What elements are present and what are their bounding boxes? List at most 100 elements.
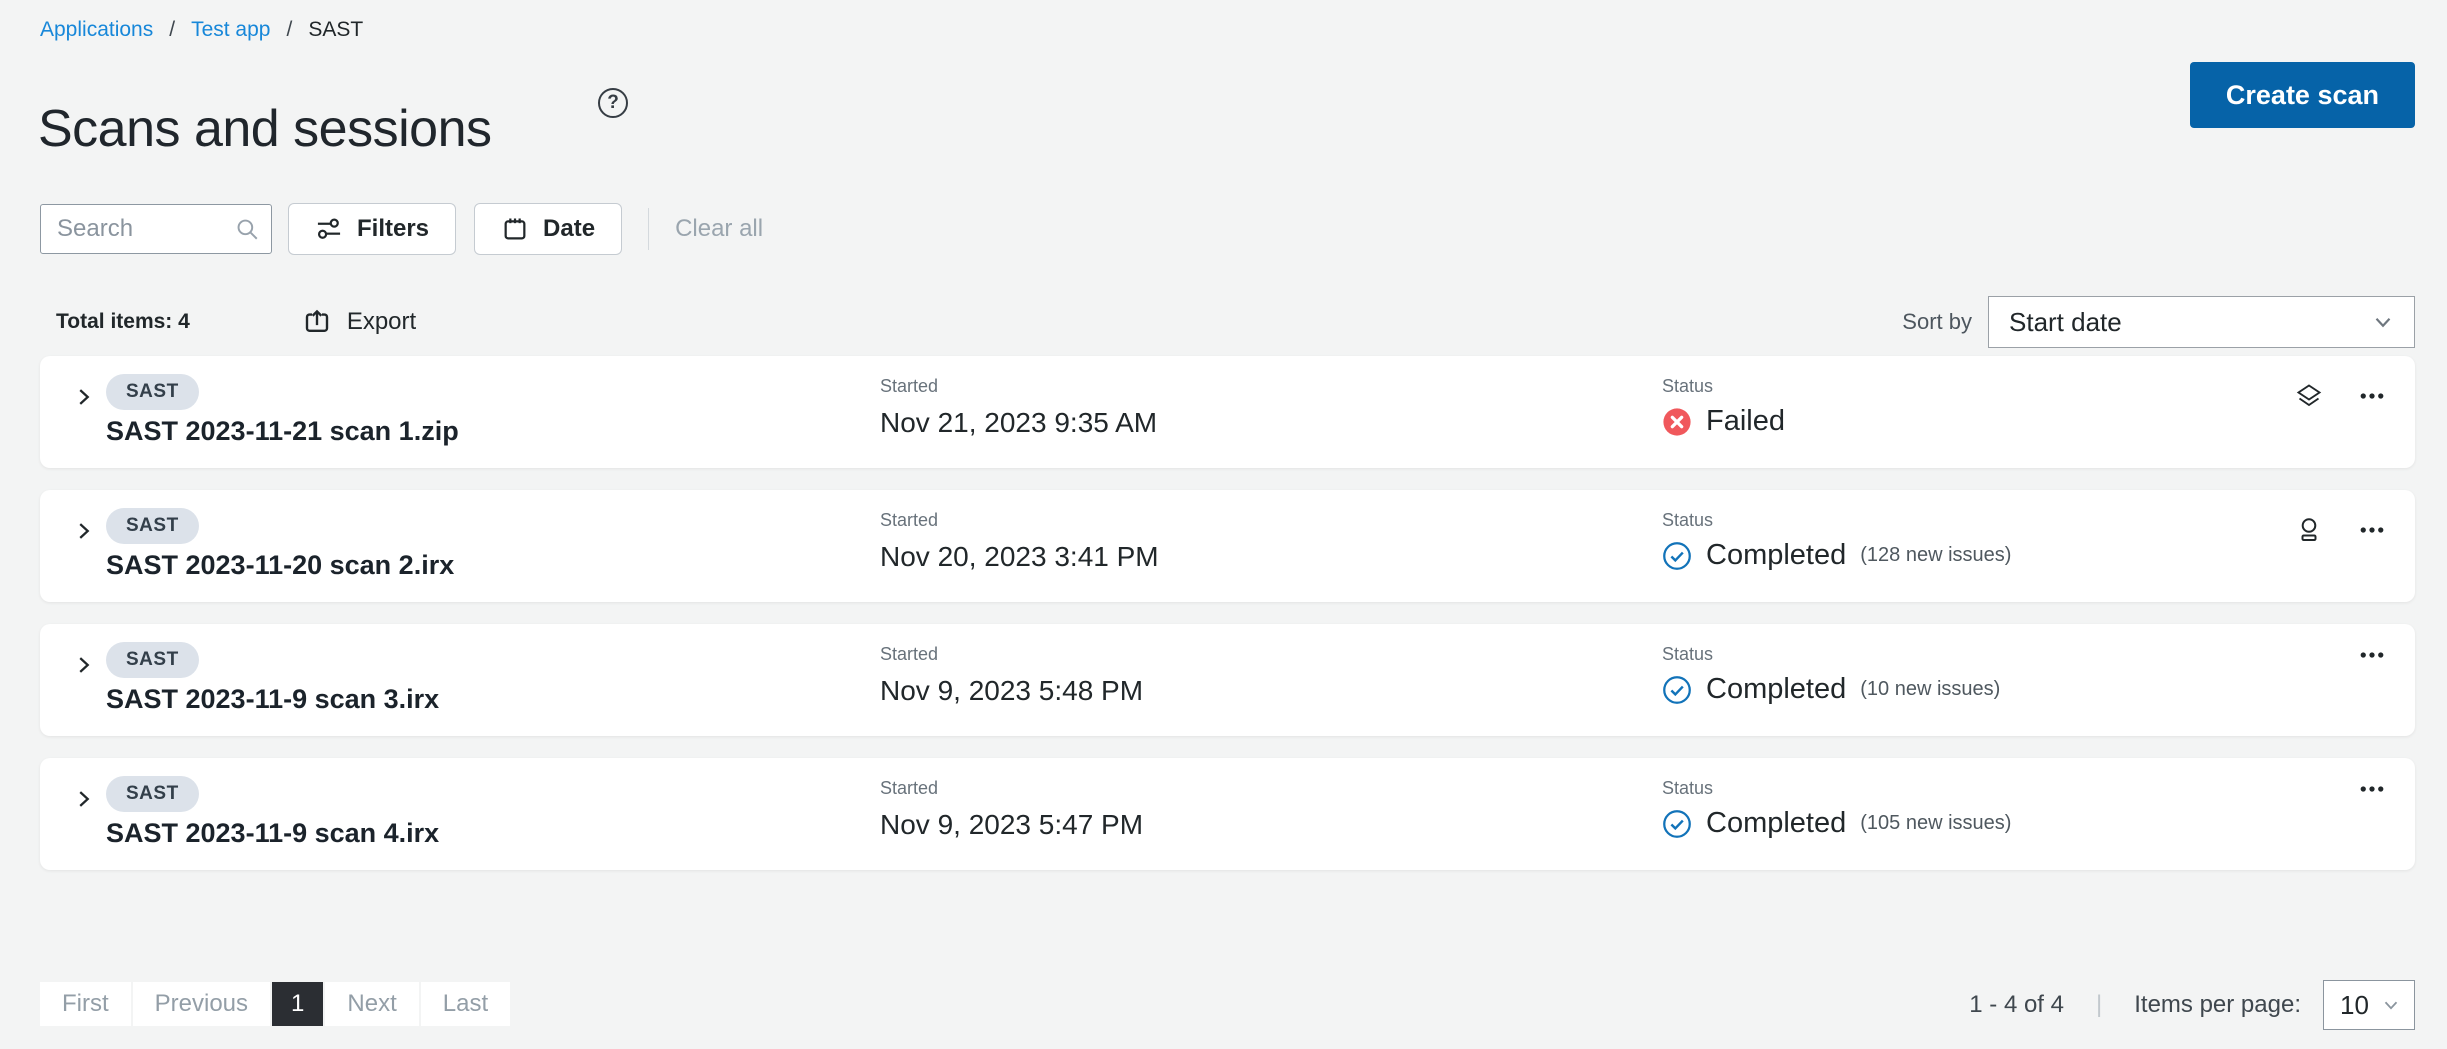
overflow-menu-icon — [2360, 393, 2384, 399]
create-scan-button[interactable]: Create scan — [2189, 62, 2415, 128]
row-actions — [2293, 514, 2387, 546]
started-value: Nov 20, 2023 3:41 PM — [880, 541, 1159, 572]
overflow-menu-button[interactable] — [2357, 523, 2387, 537]
started-value: Nov 21, 2023 9:35 AM — [880, 407, 1158, 438]
filters-button-label: Filters — [357, 215, 430, 242]
date-button-label: Date — [543, 215, 596, 242]
breadcrumb-link-applications[interactable]: Applications — [40, 18, 154, 41]
scan-type-badge: SAST — [106, 642, 199, 678]
chevron-right-icon — [79, 523, 90, 539]
overflow-menu-button[interactable] — [2357, 782, 2387, 796]
chevron-down-icon — [2380, 994, 2402, 1016]
chevron-right-icon — [79, 389, 90, 405]
row-actions — [2357, 782, 2387, 796]
page-title: Scans and sessions — [38, 99, 492, 158]
started-label: Started — [880, 778, 939, 798]
export-button[interactable]: Export — [302, 307, 416, 337]
pagination: First Previous 1 Next Last — [40, 982, 511, 1026]
scan-row: SAST SAST 2023-11-9 scan 3.irx Started N… — [40, 624, 2415, 736]
toolbar-divider — [648, 208, 650, 250]
scan-name[interactable]: SAST 2023-11-9 scan 4.irx — [106, 818, 440, 848]
status-label: Status — [1662, 510, 1714, 530]
export-icon — [302, 307, 332, 337]
chevron-right-icon — [79, 791, 90, 807]
expand-row-button[interactable] — [70, 784, 100, 814]
started-value: Nov 9, 2023 5:48 PM — [880, 675, 1144, 706]
status-column: Status Completed (128 new issues) — [1662, 510, 2011, 572]
scan-name[interactable]: SAST 2023-11-20 scan 2.irx — [106, 550, 455, 580]
completed-icon — [1662, 809, 1692, 839]
completed-icon — [1662, 541, 1692, 571]
new-issues-count: (105 new issues) — [1860, 812, 2012, 834]
status-value: Completed — [1706, 539, 1847, 571]
row-actions — [2293, 380, 2387, 412]
row-actions — [2357, 648, 2387, 662]
expand-row-button[interactable] — [70, 650, 100, 680]
clear-all-button[interactable]: Clear all — [675, 215, 764, 242]
expand-row-button[interactable] — [70, 382, 100, 412]
scan-list: SAST SAST 2023-11-21 scan 1.zip Started … — [40, 356, 2415, 892]
chevron-down-icon — [2370, 309, 2396, 335]
user-icon — [2293, 514, 2325, 546]
scan-type-badge: SAST — [106, 508, 199, 544]
item-range-label: 1 - 4 of 4 — [1969, 991, 2064, 1018]
started-label: Started — [880, 510, 939, 530]
scan-row: SAST SAST 2023-11-20 scan 2.irx Started … — [40, 490, 2415, 602]
total-items-label: Total items: 4 — [56, 310, 190, 333]
filters-icon — [315, 215, 343, 243]
list-header: Total items: 4 Export Sort by Start date — [40, 296, 2415, 348]
scan-name[interactable]: SAST 2023-11-9 scan 3.irx — [106, 684, 440, 714]
next-page-button[interactable]: Next — [325, 982, 419, 1026]
items-per-page-select[interactable]: 10 — [2323, 980, 2415, 1030]
breadcrumb-link-test-app[interactable]: Test app — [191, 18, 271, 41]
search-field-wrap — [40, 204, 272, 254]
expand-row-button[interactable] — [70, 516, 100, 546]
started-column: Started Nov 9, 2023 5:47 PM — [880, 778, 1143, 841]
status-column: Status Completed (105 new issues) — [1662, 778, 2011, 840]
failed-icon — [1662, 407, 1692, 437]
overflow-menu-button[interactable] — [2357, 648, 2387, 662]
overflow-menu-icon — [2360, 786, 2384, 792]
breadcrumb-separator: / — [169, 18, 176, 41]
started-value: Nov 9, 2023 5:47 PM — [880, 809, 1144, 840]
scan-row: SAST SAST 2023-11-9 scan 4.irx Started N… — [40, 758, 2415, 870]
breadcrumb: Applications / Test app / SAST — [40, 18, 363, 42]
last-page-button[interactable]: Last — [420, 982, 511, 1026]
filters-button[interactable]: Filters — [288, 203, 457, 255]
help-icon[interactable]: ? — [598, 88, 628, 118]
status-value: Failed — [1706, 405, 1785, 437]
started-label: Started — [880, 376, 939, 396]
status-label: Status — [1662, 778, 1714, 798]
scan-row: SAST SAST 2023-11-21 scan 1.zip Started … — [40, 356, 2415, 468]
status-label: Status — [1662, 644, 1714, 664]
previous-page-button[interactable]: Previous — [132, 982, 271, 1026]
scan-name[interactable]: SAST 2023-11-21 scan 1.zip — [106, 416, 459, 446]
started-column: Started Nov 20, 2023 3:41 PM — [880, 510, 1159, 573]
started-column: Started Nov 9, 2023 5:48 PM — [880, 644, 1143, 707]
status-column: Status Completed (10 new issues) — [1662, 644, 2000, 706]
overflow-menu-icon — [2360, 652, 2384, 658]
sort-select[interactable]: Start date — [1988, 296, 2415, 348]
status-value: Completed — [1706, 807, 1847, 839]
first-page-button[interactable]: First — [40, 982, 131, 1026]
sort-select-value: Start date — [2009, 306, 2122, 337]
scan-type-badge: SAST — [106, 374, 199, 410]
meta-divider: | — [2096, 991, 2103, 1018]
search-input[interactable] — [40, 204, 272, 254]
export-button-label: Export — [346, 308, 417, 335]
breadcrumb-current-sast: SAST — [308, 18, 364, 41]
chevron-right-icon — [79, 657, 90, 673]
items-per-page-label: Items per page: — [2134, 991, 2301, 1018]
date-button[interactable]: Date — [474, 203, 623, 255]
calendar-icon — [501, 215, 529, 243]
overflow-menu-icon — [2360, 527, 2384, 533]
breadcrumb-separator: / — [286, 18, 293, 41]
scan-type-badge: SAST — [106, 776, 199, 812]
started-column: Started Nov 21, 2023 9:35 AM — [880, 376, 1157, 439]
new-issues-count: (128 new issues) — [1860, 544, 2012, 566]
overflow-menu-button[interactable] — [2357, 389, 2387, 403]
current-page-button[interactable]: 1 — [272, 982, 324, 1026]
completed-icon — [1662, 675, 1692, 705]
status-column: Status Failed — [1662, 376, 1799, 438]
sort-by-label: Sort by — [1902, 309, 1972, 334]
